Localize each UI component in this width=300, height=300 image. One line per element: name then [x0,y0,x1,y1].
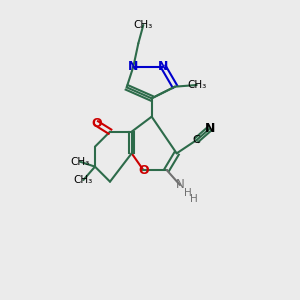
Text: C: C [193,135,200,145]
Text: N: N [176,178,184,191]
Text: O: O [92,117,102,130]
Text: CH₃: CH₃ [134,20,153,30]
Text: N: N [205,122,215,135]
Text: H: H [190,194,198,204]
Text: CH₃: CH₃ [187,80,206,90]
Text: N: N [128,60,139,73]
Text: CH₃: CH₃ [74,175,93,185]
Text: CH₃: CH₃ [70,157,90,167]
Text: O: O [138,164,148,176]
Text: N: N [158,60,169,73]
Text: H: H [184,188,192,198]
